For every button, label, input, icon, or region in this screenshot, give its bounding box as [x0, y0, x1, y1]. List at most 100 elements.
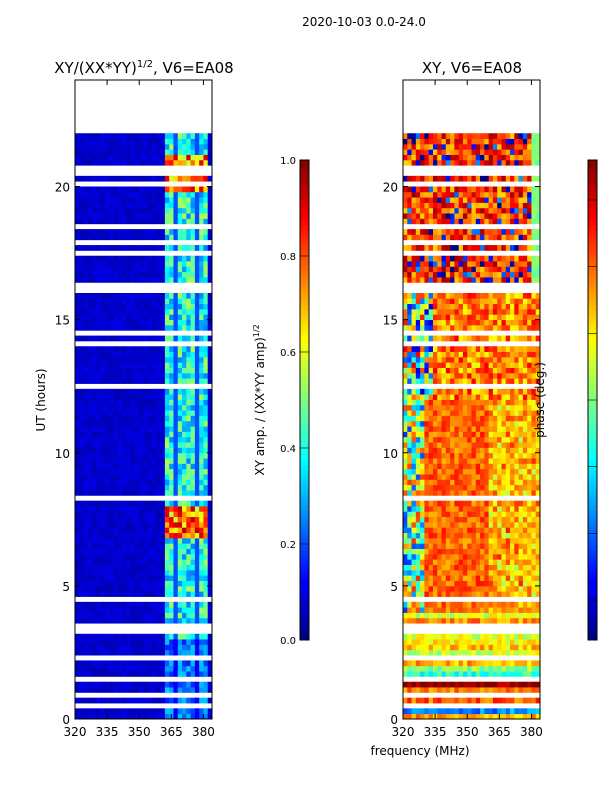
heatmap-cell	[432, 697, 438, 704]
heatmap-cell	[143, 277, 149, 283]
heatmap-cell	[152, 186, 157, 193]
heatmap-cell	[96, 271, 102, 278]
heatmap-cell	[207, 436, 213, 443]
heatmap-cell	[203, 649, 209, 656]
heatmap-cell	[480, 490, 485, 496]
heatmap-cell	[79, 553, 84, 560]
heatmap-cell	[100, 490, 106, 496]
heatmap-cell	[190, 255, 196, 262]
colorbar-segment	[300, 225, 309, 231]
heatmap-cell	[173, 564, 179, 571]
heatmap-cell	[522, 569, 528, 576]
heatmap-cell	[527, 458, 532, 464]
heatmap-cell	[122, 218, 127, 225]
heatmap-cell	[441, 660, 447, 667]
heatmap-cell	[104, 479, 110, 486]
heatmap-cell	[203, 612, 209, 619]
heatmap-cell	[182, 511, 187, 518]
heatmap-cell	[169, 362, 174, 368]
heatmap-cell	[450, 537, 455, 544]
heatmap-cell	[190, 415, 196, 422]
heatmap-cell	[96, 607, 102, 613]
heatmap-cell	[160, 543, 166, 549]
heatmap-cell	[143, 500, 149, 507]
heatmap-cell	[156, 516, 162, 523]
heatmap-cell	[173, 681, 179, 688]
heatmap-cell	[75, 591, 80, 597]
heatmap-cell	[488, 591, 494, 597]
heatmap-cell	[186, 207, 191, 214]
colorbar-segment	[300, 440, 309, 446]
heatmap-cell	[113, 213, 119, 219]
heatmap-cell	[480, 612, 485, 619]
heatmap-cell	[126, 442, 132, 448]
heatmap-cell	[109, 271, 114, 278]
heatmap-cell	[130, 431, 136, 438]
heatmap-cell	[194, 175, 200, 182]
heatmap-cell	[462, 500, 468, 507]
heatmap-cell	[411, 415, 417, 422]
heatmap-cell	[514, 479, 519, 486]
heatmap-cell	[432, 388, 438, 395]
heatmap-cell	[497, 649, 502, 656]
heatmap-cell	[177, 415, 183, 422]
heatmap-cell	[510, 537, 515, 544]
heatmap-cell	[139, 213, 144, 219]
heatmap-cell	[96, 207, 102, 214]
heatmap-cell	[152, 500, 157, 507]
heatmap-cell	[147, 229, 153, 235]
heatmap-cell	[527, 697, 532, 704]
heatmap-cell	[428, 500, 434, 507]
heatmap-cell	[182, 452, 187, 459]
heatmap-cell	[497, 511, 502, 518]
heatmap-cell	[122, 351, 127, 358]
heatmap-cell	[445, 511, 451, 518]
heatmap-cell	[139, 149, 144, 155]
heatmap-cell	[100, 261, 106, 267]
heatmap-cell	[492, 681, 498, 688]
heatmap-cell	[83, 671, 89, 677]
heatmap-cell	[96, 356, 102, 363]
heatmap-cell	[420, 697, 425, 704]
heatmap-cell	[403, 367, 408, 374]
heatmap-cell	[194, 213, 200, 219]
heatmap-cell	[96, 159, 102, 166]
heatmap-cell	[424, 394, 430, 400]
heatmap-cell	[471, 404, 477, 411]
heatmap-cell	[186, 175, 191, 182]
heatmap-cell	[531, 516, 537, 523]
heatmap-cell	[407, 617, 412, 624]
heatmap-cell	[501, 559, 507, 565]
heatmap-cell	[79, 372, 84, 379]
heatmap-cell	[87, 708, 93, 715]
heatmap-cell	[134, 468, 140, 475]
heatmap-cell	[518, 474, 524, 480]
heatmap-cell	[194, 202, 200, 209]
heatmap-cell	[424, 490, 430, 496]
heatmap-cell	[535, 617, 541, 624]
heatmap-cell	[104, 553, 110, 560]
heatmap-cell	[199, 319, 204, 326]
heatmap-cell	[96, 367, 102, 374]
heatmap-cell	[164, 543, 170, 549]
heatmap-cell	[522, 585, 528, 592]
heatmap-cell	[403, 346, 408, 352]
heatmap-cell	[454, 378, 460, 384]
heatmap-cell	[207, 197, 213, 203]
heatmap-cell	[139, 319, 144, 326]
heatmap-cell	[471, 553, 477, 560]
heatmap-cell	[432, 362, 438, 368]
heatmap-cell	[79, 484, 84, 491]
heatmap-cell	[415, 537, 421, 544]
heatmap-cell	[126, 479, 132, 486]
heatmap-cell	[83, 436, 89, 443]
heatmap-cell	[207, 458, 213, 464]
heatmap-cell	[75, 681, 80, 688]
heatmap-cell	[173, 324, 179, 331]
heatmap-cell	[147, 133, 153, 139]
heatmap-cell	[186, 591, 191, 597]
heatmap-cell	[143, 548, 149, 555]
heatmap-cell	[505, 436, 511, 443]
heatmap-cell	[113, 245, 119, 251]
heatmap-cell	[432, 356, 438, 363]
